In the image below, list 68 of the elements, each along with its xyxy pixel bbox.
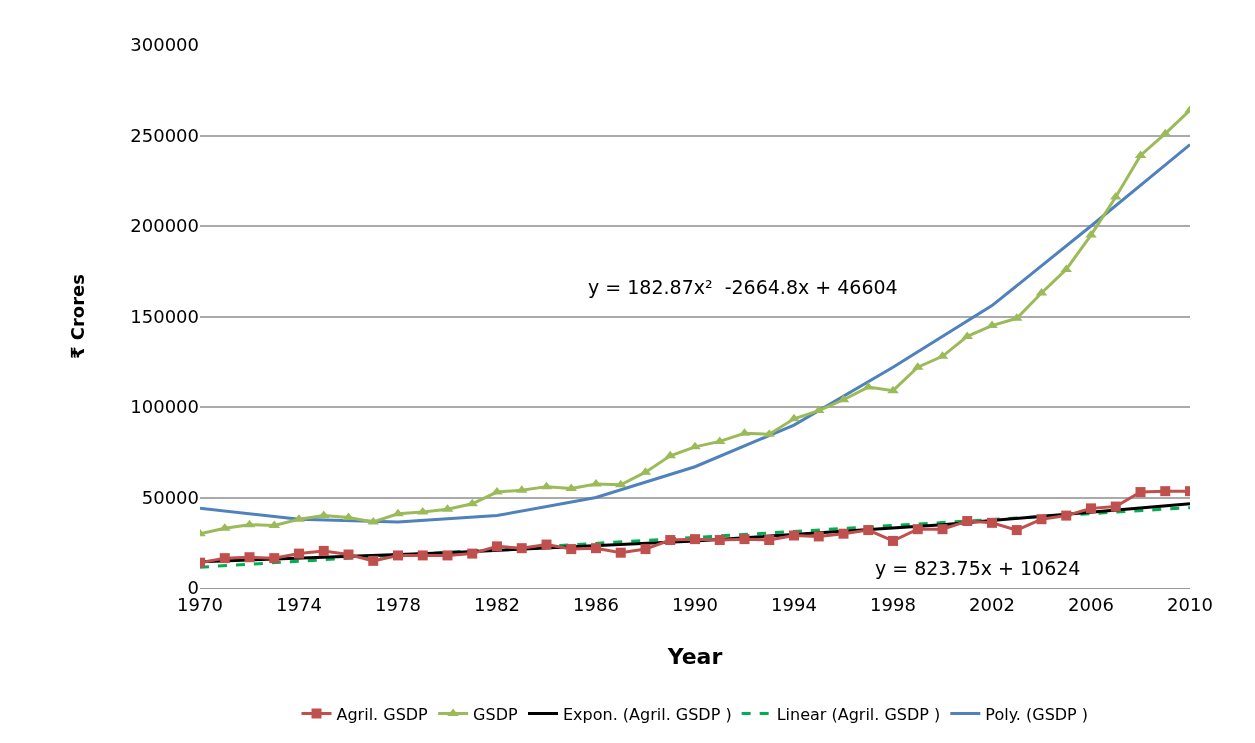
point (566, 544, 577, 555)
point (838, 528, 849, 539)
annotation: y = 182.87x² -2664.8x + 46604 (588, 276, 898, 298)
x-tick-label: 2006 (1068, 593, 1114, 615)
legend-label: GSDP (473, 704, 518, 724)
x-tick-label: 1998 (870, 593, 916, 615)
point (937, 524, 948, 535)
x-tick-label: 2010 (1167, 593, 1213, 615)
point (467, 548, 478, 559)
point (392, 508, 404, 517)
y-axis-title: ₹ Crores (67, 273, 89, 360)
point (640, 544, 651, 555)
point (764, 535, 775, 546)
point (962, 516, 973, 527)
point (987, 517, 997, 528)
y-tick-label: 250000 (130, 124, 199, 146)
point (1135, 487, 1146, 498)
point (318, 545, 329, 556)
legend-label: Poly. (GSDP ) (985, 704, 1089, 724)
point (393, 550, 403, 561)
x-axis-title: Year (666, 644, 723, 669)
point (1160, 486, 1171, 497)
x-tick-label: 1982 (474, 593, 520, 615)
point (888, 535, 898, 546)
x-tick-label: 1994 (771, 593, 817, 615)
point (813, 531, 824, 542)
x-tick-label: 1978 (375, 593, 421, 615)
point (665, 535, 676, 546)
point (591, 543, 601, 554)
point (244, 552, 255, 563)
y-tick-label: 100000 (130, 396, 199, 418)
point (863, 525, 874, 536)
point (912, 524, 923, 535)
x-tick-label: 1990 (672, 593, 718, 615)
point (442, 550, 453, 561)
point (541, 539, 552, 550)
legend-label: Agril. GSDP (336, 704, 429, 724)
legend-label: Expon. (Agril. GSDP ) (562, 704, 732, 724)
x-tick-label: 2002 (969, 593, 1015, 615)
point (294, 548, 304, 559)
x-tick-label: 1986 (573, 593, 619, 615)
point (1061, 510, 1072, 521)
point (269, 553, 280, 564)
point (714, 535, 725, 546)
point (1036, 514, 1047, 525)
point (788, 413, 800, 422)
y-tick-label: 50000 (141, 486, 199, 508)
point (690, 534, 700, 545)
point (1011, 525, 1022, 536)
point (986, 320, 998, 329)
annotation: y = 823.75x + 10624 (875, 557, 1081, 579)
point (368, 555, 379, 566)
point (492, 541, 502, 552)
y-tick-label: 150000 (130, 305, 199, 327)
point (219, 553, 230, 564)
point (1086, 503, 1096, 514)
y-tick-label: 300000 (130, 34, 199, 56)
point (343, 549, 354, 560)
point (417, 550, 428, 561)
y-tick-label: 200000 (130, 215, 199, 237)
point (516, 543, 527, 554)
x-tick-label: 1974 (276, 593, 322, 615)
point (887, 385, 899, 394)
legend-label: Linear (Agril. GSDP ) (776, 704, 941, 724)
point (1110, 501, 1121, 512)
point (615, 547, 626, 558)
point (739, 534, 750, 545)
point (789, 530, 799, 541)
